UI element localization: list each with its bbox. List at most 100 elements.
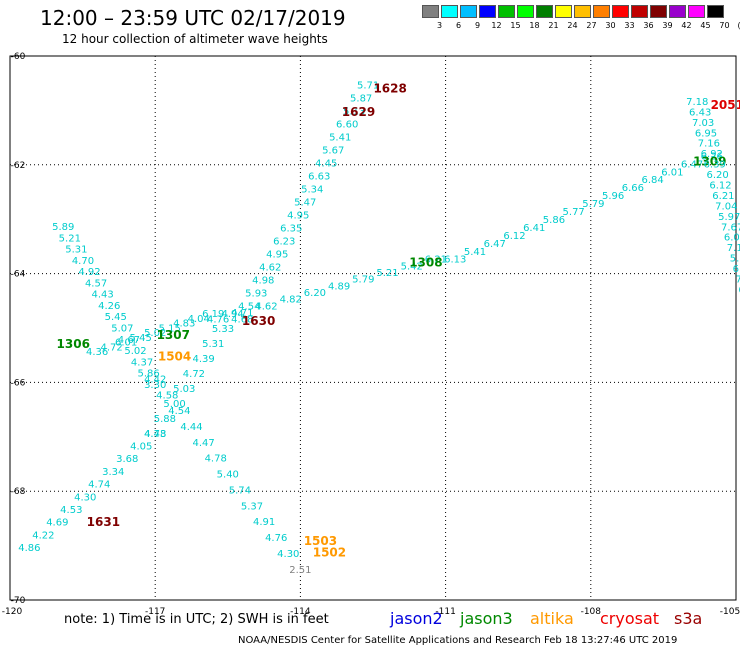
colorbar-label: 15 bbox=[510, 21, 521, 30]
wave-height-value: 4.42 bbox=[144, 374, 166, 385]
wave-height-value: 4.74 bbox=[88, 480, 110, 491]
wave-height-value: 6.73 bbox=[733, 264, 740, 275]
longitude-label: -114 bbox=[290, 607, 311, 617]
wave-height-value: 5.37 bbox=[241, 501, 263, 512]
wave-height-value: 5.74 bbox=[229, 485, 251, 496]
wave-height-value: 4.95 bbox=[287, 211, 309, 222]
wave-height-value: 6.09 bbox=[724, 233, 740, 244]
wave-height-value: 4.94 bbox=[222, 309, 244, 320]
latitude-label: -70 bbox=[11, 596, 26, 606]
colorbar-label: 3 bbox=[436, 21, 443, 30]
wave-height-value: 6.19 bbox=[202, 309, 224, 320]
wave-height-value: 4.91 bbox=[253, 517, 275, 528]
wave-height-value: 5.41 bbox=[464, 247, 486, 258]
colorbar-label: 12 bbox=[491, 21, 502, 30]
wave-height-value: 4.67 bbox=[118, 335, 140, 346]
wave-height-value: 5.89 bbox=[52, 222, 74, 233]
colorbar-label: 30 bbox=[605, 21, 616, 30]
legend-s3a: s3a bbox=[674, 609, 703, 628]
wave-height-value: 4.05 bbox=[130, 441, 152, 452]
wave-height-value: 7.67 bbox=[721, 222, 740, 233]
wave-height-value: 5.97 bbox=[718, 212, 740, 223]
wave-height-value: 4.98 bbox=[252, 276, 274, 287]
pass-time-label: 1503 bbox=[304, 534, 337, 548]
wave-height-value: 4.76 bbox=[265, 533, 287, 544]
wave-height-value: 4.89 bbox=[328, 281, 350, 292]
wave-height-value: 3.30 bbox=[144, 380, 166, 391]
wave-height-value: 5.71 bbox=[357, 81, 379, 92]
wave-height-value: 5.77 bbox=[563, 207, 585, 218]
colorbar-label: 21 bbox=[548, 21, 559, 30]
wave-height-value: 4.39 bbox=[192, 354, 214, 365]
wave-height-value: 4.83 bbox=[173, 319, 195, 330]
wave-height-value: 4.37 bbox=[131, 357, 153, 368]
longitude-label: -111 bbox=[435, 607, 455, 617]
wave-height-value: 4.62 bbox=[255, 301, 277, 312]
wave-height-value: 7.19 bbox=[727, 243, 740, 254]
colorbar-label: 24 bbox=[567, 21, 578, 30]
wave-height-value: 6.47 bbox=[681, 159, 703, 170]
wave-height-value: 5.00 bbox=[163, 399, 185, 410]
wave-height-value: 5.45 bbox=[105, 312, 127, 323]
colorbar-swatch bbox=[479, 5, 496, 18]
wave-height-value: 6.67 bbox=[738, 285, 740, 296]
wave-height-value: 6.01 bbox=[115, 338, 137, 349]
pass-time-label: 1308 bbox=[409, 256, 442, 270]
track-1630: 4.94 5.33 5.31 4.39 4.72 5.03 5.00 5.88 4.78 1630 bbox=[144, 309, 275, 440]
track-1631: 4.434.05 3.68 3.34 4.744.30 4.53 4.694.22 4.86… bbox=[18, 429, 166, 554]
wave-height-value: 6.43 bbox=[689, 107, 711, 118]
wave-height-value: 6.95 bbox=[695, 128, 717, 139]
wave-height-value: 4.69 bbox=[46, 518, 68, 529]
pass-time-label: 2051 bbox=[711, 98, 740, 112]
wave-height-value: 6.21 bbox=[712, 191, 734, 202]
wave-height-value: 7.16 bbox=[698, 139, 720, 150]
pass-time-label: 1628 bbox=[373, 82, 406, 96]
colorbar-swatch bbox=[593, 5, 610, 18]
wave-height-value: 7.18 bbox=[686, 97, 708, 108]
wave-height-value: 6.84 bbox=[641, 175, 663, 186]
colorbar-swatch bbox=[669, 5, 686, 18]
wave-height-value: 6.21 bbox=[425, 255, 447, 266]
pass-time-label: 1630 bbox=[242, 314, 275, 328]
pass-time-label: 1309 bbox=[693, 154, 726, 168]
wave-height-value: 4.53 bbox=[60, 505, 82, 516]
wave-height-value: 5.42 bbox=[401, 261, 423, 272]
wave-height-value: 5.13 bbox=[343, 107, 365, 118]
pass-time-label: 1631 bbox=[87, 515, 120, 529]
wave-height-value: 3.34 bbox=[102, 467, 124, 478]
wave-height-value: 5.03 bbox=[173, 384, 195, 395]
wave-height-value: 5.45 bbox=[130, 333, 152, 344]
latitude-label: -68 bbox=[11, 487, 26, 497]
wave-height-value: 4.43 bbox=[92, 290, 114, 301]
wave-height-value: 6.12 bbox=[709, 181, 731, 192]
legend-altika: altika bbox=[530, 609, 574, 628]
wave-height-value: 5.31 bbox=[202, 339, 224, 350]
latitude-label: -62 bbox=[11, 161, 26, 171]
wave-height-value: 4.95 bbox=[266, 250, 288, 261]
wave-height-value: 5.67 bbox=[322, 146, 344, 157]
colorbar-swatch bbox=[555, 5, 572, 18]
map-subtitle: 12 hour collection of altimeter wave hei… bbox=[62, 32, 328, 46]
wave-height-value: 4.04 bbox=[188, 314, 210, 325]
colorbar-label: 39 bbox=[662, 21, 673, 30]
latitude-label: -60 bbox=[11, 52, 26, 62]
colorbar-swatch bbox=[688, 5, 705, 18]
wave-height-value: 7.03 bbox=[692, 118, 714, 129]
wave-height-value: 4.30 bbox=[277, 549, 299, 560]
wave-height-value: 5.40 bbox=[217, 470, 239, 481]
pass-time-label: 1502 bbox=[313, 545, 346, 559]
track-1308: 6.215.425.215.794.896.204.824.624.714.76… bbox=[207, 255, 447, 326]
wave-height-value: 6.20 bbox=[706, 170, 728, 181]
track-2051: 7.186.437.036.957.166.926.396.206.126.21… bbox=[686, 97, 740, 296]
colorbar-label: 36 bbox=[643, 21, 654, 30]
longitude-label: -108 bbox=[581, 607, 602, 617]
track-1306: 5.895.215.314.704.924.574.434.265.455.07… bbox=[52, 222, 166, 391]
wave-height-value: 5.41 bbox=[329, 133, 351, 144]
latitude-label: -64 bbox=[11, 270, 26, 280]
wave-height-value: 4.43 bbox=[144, 429, 166, 440]
wave-height-value: 4.78 bbox=[205, 454, 227, 465]
colorbar-swatch bbox=[422, 5, 439, 18]
